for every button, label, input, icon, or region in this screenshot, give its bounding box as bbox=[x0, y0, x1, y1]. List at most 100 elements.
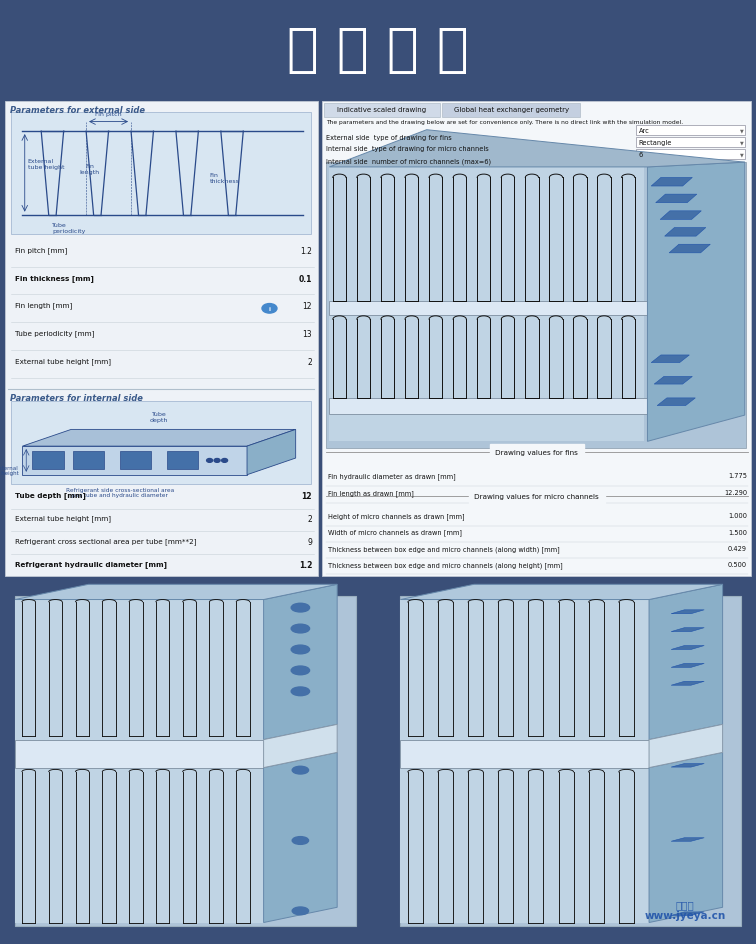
Text: Rectangle: Rectangle bbox=[639, 140, 672, 146]
Text: External
tube height: External tube height bbox=[28, 159, 64, 170]
Text: 1.2: 1.2 bbox=[299, 561, 312, 569]
Text: ▼: ▼ bbox=[739, 141, 743, 145]
Polygon shape bbox=[671, 682, 705, 685]
Polygon shape bbox=[330, 130, 745, 168]
Polygon shape bbox=[649, 752, 723, 922]
Text: ▼: ▼ bbox=[739, 128, 743, 133]
Polygon shape bbox=[671, 912, 705, 916]
Text: Fin
length: Fin length bbox=[80, 163, 100, 175]
Bar bbox=[11, 113, 311, 234]
Text: The parameters and the drawing below are set for convenience only. There is no d: The parameters and the drawing below are… bbox=[326, 120, 683, 125]
Polygon shape bbox=[15, 584, 337, 599]
Text: 6: 6 bbox=[639, 152, 643, 158]
Bar bbox=[33, 452, 64, 470]
Text: Drawing values for fins: Drawing values for fins bbox=[495, 450, 578, 456]
Text: Tube periodicity [mm]: Tube periodicity [mm] bbox=[15, 329, 94, 336]
Circle shape bbox=[222, 459, 228, 463]
Text: 课 程 介 绍: 课 程 介 绍 bbox=[287, 25, 469, 76]
Bar bbox=[401, 767, 649, 922]
Text: Global heat exchanger geometry: Global heat exchanger geometry bbox=[454, 107, 569, 112]
Text: External side  type of drawing for fins: External side type of drawing for fins bbox=[326, 134, 451, 141]
Text: Internal side  type of drawing for micro channels: Internal side type of drawing for micro … bbox=[326, 146, 488, 152]
Circle shape bbox=[291, 687, 309, 696]
Text: Tube depth [mm]: Tube depth [mm] bbox=[15, 492, 86, 498]
Polygon shape bbox=[401, 584, 723, 599]
Text: Drawing values for micro channels: Drawing values for micro channels bbox=[474, 494, 599, 499]
Text: Thickness between box edge and micro channels (along height) [mm]: Thickness between box edge and micro cha… bbox=[328, 562, 562, 568]
Circle shape bbox=[293, 907, 308, 915]
Polygon shape bbox=[651, 178, 692, 187]
Bar bbox=[322, 102, 751, 577]
Circle shape bbox=[262, 304, 277, 313]
Text: Fin pitch: Fin pitch bbox=[95, 111, 122, 117]
Text: Refrigerant hydraulic diameter [mm]: Refrigerant hydraulic diameter [mm] bbox=[15, 561, 167, 567]
Text: Arc: Arc bbox=[639, 128, 649, 134]
Text: Tube
depth: Tube depth bbox=[150, 412, 169, 423]
Polygon shape bbox=[669, 245, 711, 254]
Polygon shape bbox=[264, 725, 337, 767]
Text: 12: 12 bbox=[302, 302, 312, 312]
Polygon shape bbox=[247, 430, 296, 475]
Circle shape bbox=[291, 666, 309, 675]
Polygon shape bbox=[655, 194, 697, 204]
Bar bbox=[637, 138, 745, 147]
Text: Height of micro channels as drawn [mm]: Height of micro channels as drawn [mm] bbox=[328, 513, 464, 519]
Text: External tube height [mm]: External tube height [mm] bbox=[15, 358, 111, 364]
Circle shape bbox=[206, 459, 212, 463]
Bar bbox=[15, 599, 264, 740]
Polygon shape bbox=[657, 398, 696, 406]
Text: 2: 2 bbox=[308, 514, 312, 524]
Text: 13: 13 bbox=[302, 329, 312, 339]
Text: 1.2: 1.2 bbox=[300, 246, 312, 256]
Text: 12: 12 bbox=[302, 492, 312, 501]
Polygon shape bbox=[23, 430, 296, 447]
Text: Fin length [mm]: Fin length [mm] bbox=[15, 302, 73, 309]
Text: Width of micro channels as drawn [mm]: Width of micro channels as drawn [mm] bbox=[328, 529, 462, 536]
Text: ▼: ▼ bbox=[739, 152, 743, 158]
Text: 爱液压
www.jyeya.cn: 爱液压 www.jyeya.cn bbox=[644, 899, 726, 920]
Bar bbox=[324, 104, 440, 118]
Polygon shape bbox=[649, 725, 723, 767]
Circle shape bbox=[291, 625, 309, 633]
Polygon shape bbox=[671, 646, 705, 649]
Text: i: i bbox=[268, 307, 271, 312]
Bar bbox=[401, 599, 649, 740]
Bar bbox=[167, 452, 198, 470]
Circle shape bbox=[293, 767, 308, 774]
Polygon shape bbox=[23, 447, 247, 475]
Text: 1.000: 1.000 bbox=[728, 513, 747, 519]
Text: 0.1: 0.1 bbox=[299, 275, 312, 283]
Text: Fin length as drawn [mm]: Fin length as drawn [mm] bbox=[328, 490, 414, 497]
Polygon shape bbox=[647, 163, 745, 442]
Bar bbox=[401, 740, 649, 767]
Bar bbox=[442, 104, 580, 118]
Text: 12.290: 12.290 bbox=[723, 490, 747, 496]
Text: Parameters for external side: Parameters for external side bbox=[10, 106, 144, 115]
Polygon shape bbox=[654, 377, 692, 384]
Polygon shape bbox=[671, 610, 705, 614]
Polygon shape bbox=[671, 664, 705, 667]
Polygon shape bbox=[264, 584, 337, 740]
Text: Fin thickness [mm]: Fin thickness [mm] bbox=[15, 275, 94, 281]
Text: Parameters for internal side: Parameters for internal side bbox=[10, 394, 143, 402]
Polygon shape bbox=[665, 228, 706, 237]
Text: 9: 9 bbox=[307, 537, 312, 547]
Bar bbox=[637, 126, 745, 136]
Text: 1.500: 1.500 bbox=[728, 529, 747, 535]
Text: 1.775: 1.775 bbox=[728, 472, 747, 479]
Text: Fin hydraulic diameter as drawn [mm]: Fin hydraulic diameter as drawn [mm] bbox=[328, 472, 456, 480]
Text: Fin pitch [mm]: Fin pitch [mm] bbox=[15, 246, 67, 254]
Polygon shape bbox=[264, 752, 337, 922]
Bar bbox=[326, 163, 746, 449]
Bar bbox=[11, 401, 311, 485]
Text: Indicative scaled drawing: Indicative scaled drawing bbox=[337, 107, 426, 112]
Text: External
tube height: External tube height bbox=[0, 465, 19, 476]
Bar bbox=[119, 452, 151, 470]
Bar bbox=[73, 452, 104, 470]
Text: Refrigerant side cross-sectional area
per tube and hydraulic diameter: Refrigerant side cross-sectional area pe… bbox=[66, 487, 174, 497]
Text: Fin
thickness: Fin thickness bbox=[209, 173, 240, 184]
Text: 0.500: 0.500 bbox=[728, 562, 747, 567]
Circle shape bbox=[291, 603, 309, 613]
Text: Internal side  number of micro channels (max=6): Internal side number of micro channels (… bbox=[326, 159, 491, 164]
Circle shape bbox=[293, 836, 308, 845]
